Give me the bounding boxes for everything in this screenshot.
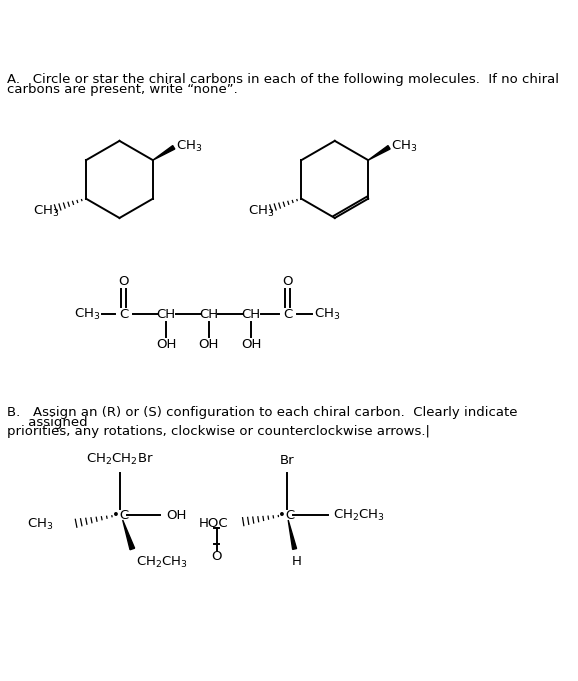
Text: Br: Br (279, 454, 294, 467)
Text: H: H (291, 556, 301, 569)
Text: CH$_2$CH$_3$: CH$_2$CH$_3$ (136, 556, 188, 571)
Text: CH$_2$CH$_3$: CH$_2$CH$_3$ (333, 507, 385, 523)
Text: C: C (119, 308, 128, 321)
Text: CH$_3$: CH$_3$ (27, 518, 54, 533)
Text: CH$_3$: CH$_3$ (249, 204, 275, 219)
Text: A.   Circle or star the chiral carbons in each of the following molecules.  If n: A. Circle or star the chiral carbons in … (7, 74, 559, 86)
Text: •C: •C (112, 509, 129, 522)
Text: CH$_2$CH$_2$Br: CH$_2$CH$_2$Br (86, 452, 154, 467)
Text: CH: CH (157, 308, 176, 321)
Polygon shape (288, 520, 297, 550)
Text: CH$_3$: CH$_3$ (74, 307, 101, 322)
Text: OH: OH (156, 338, 176, 351)
Polygon shape (123, 520, 135, 550)
Text: •C: •C (278, 509, 295, 522)
Text: CH$_3$: CH$_3$ (176, 139, 203, 154)
Text: HOC: HOC (199, 517, 229, 530)
Text: assigned: assigned (7, 415, 88, 428)
Polygon shape (153, 146, 175, 160)
Text: CH$_3$: CH$_3$ (33, 204, 60, 219)
Text: B.   Assign an (R) or (S) configuration to each chiral carbon.  Clearly indicate: B. Assign an (R) or (S) configuration to… (7, 406, 517, 419)
Text: CH$_3$: CH$_3$ (313, 307, 340, 322)
Text: carbons are present, write “none”.: carbons are present, write “none”. (7, 83, 238, 96)
Text: OH: OH (241, 338, 261, 351)
Polygon shape (368, 146, 390, 160)
Text: OH: OH (198, 338, 219, 351)
Text: CH: CH (199, 308, 218, 321)
Text: CH$_3$: CH$_3$ (391, 139, 418, 154)
Text: OH: OH (166, 509, 187, 522)
Text: C: C (283, 308, 292, 321)
Text: CH: CH (242, 308, 261, 321)
Text: priorities, any rotations, clockwise or counterclockwise arrows.|: priorities, any rotations, clockwise or … (7, 425, 430, 439)
Text: O: O (118, 275, 129, 288)
Text: O: O (282, 275, 292, 288)
Text: O: O (212, 550, 222, 563)
